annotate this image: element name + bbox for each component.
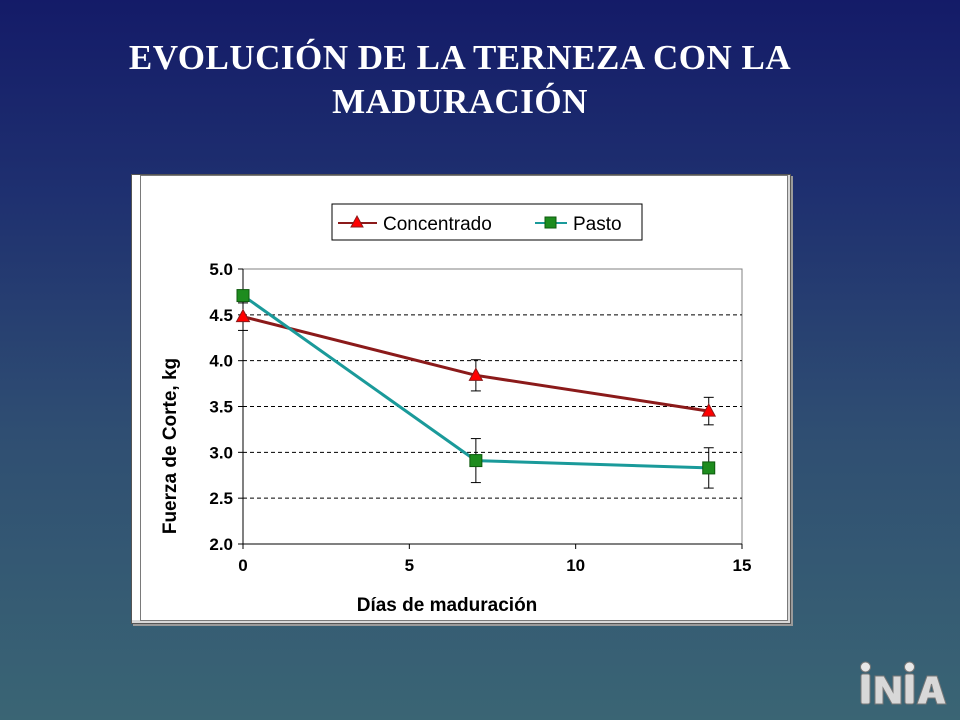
x-tick-label-2: 10	[566, 556, 585, 575]
point-concentrado-2	[701, 403, 717, 417]
y-tick-label-1: 2.5	[209, 489, 233, 508]
y-tick-label-2: 3.0	[209, 443, 233, 462]
legend: Concentrado Pasto	[331, 203, 643, 241]
inia-logo	[860, 661, 947, 705]
x-tick-label-3: 15	[733, 556, 752, 575]
slide-title-line1: EVOLUCIÓN DE LA TERNEZA CON LA	[128, 38, 792, 77]
point-concentrado-1	[468, 367, 484, 381]
series-group	[235, 289, 717, 489]
x-tick-label-0: 0	[238, 556, 247, 575]
y-axis-label: Fuerza de Corte, kg	[160, 358, 181, 534]
y-tick-label-5: 4.5	[209, 306, 233, 325]
legend-concentrado-label: Concentrado	[383, 214, 492, 235]
legend-pasto-label: Pasto	[573, 214, 622, 235]
gridlines	[243, 314, 742, 499]
legend-pasto-marker	[544, 216, 557, 229]
line-chart: Concentrado Pasto 2.0 2.5 3.0 3.5 4.0 4.5 5.0 0…	[160, 203, 752, 616]
y-tick-label-3: 3.5	[209, 398, 233, 417]
chart-frame: Concentrado Pasto 2.0 2.5 3.0 3.5 4.0 4.5 5.0 0…	[131, 174, 791, 624]
y-tick-label-0: 2.0	[209, 535, 233, 554]
y-tick-label-6: 5.0	[209, 260, 233, 279]
legend-concentrado-marker	[350, 214, 364, 228]
slide-title-line2: MADURACIÓN	[332, 82, 588, 121]
point-pasto-0	[236, 289, 250, 303]
point-pasto-2	[702, 461, 716, 475]
y-tick-label-4: 4.0	[209, 352, 233, 371]
x-axis-label: Días de maduración	[357, 595, 538, 616]
point-pasto-1	[469, 454, 483, 468]
slide-title: EVOLUCIÓN DE LA TERNEZA CON LA MADURACIÓ…	[40, 36, 880, 124]
x-tick-label-1: 5	[405, 556, 414, 575]
plot-area	[242, 268, 743, 545]
point-concentrado-0	[235, 308, 251, 323]
chart-area: Concentrado Pasto 2.0 2.5 3.0 3.5 4.0 4.5 5.0 0…	[140, 175, 788, 621]
legend-box	[331, 203, 643, 241]
